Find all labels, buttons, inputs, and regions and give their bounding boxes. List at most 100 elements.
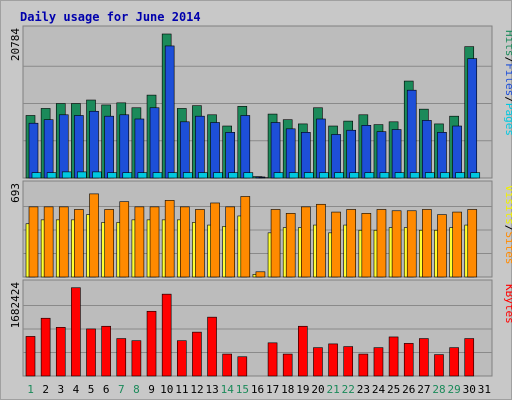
bar-files-day-24 (377, 132, 386, 178)
bar-sites-day-28 (437, 215, 446, 277)
x-tick-label: 31 (478, 383, 491, 396)
bar-kbytes-day-3 (56, 327, 65, 376)
x-tick-label: 7 (118, 383, 125, 396)
x-tick-label: 10 (160, 383, 173, 396)
x-tick-label: 5 (88, 383, 95, 396)
bar-files-day-10 (165, 46, 174, 178)
bar-pages-day-17 (274, 173, 283, 178)
legend-item-files: Files (503, 63, 512, 96)
bar-pages-day-8 (138, 173, 147, 178)
legend-separator: / (503, 57, 512, 64)
bar-pages-day-27 (425, 173, 434, 178)
legend-item-pages: Pages (503, 103, 512, 136)
bar-files-day-8 (135, 119, 144, 178)
legend-item-hits: Hits (503, 30, 512, 57)
bar-pages-day-30 (471, 173, 480, 178)
bar-files-day-13 (211, 123, 220, 178)
bar-kbytes-day-10 (162, 294, 171, 376)
bar-pages-day-4 (77, 172, 86, 178)
bar-sites-day-25 (392, 211, 401, 277)
legend-text: Visits/Sites (503, 185, 512, 265)
bar-files-day-25 (392, 130, 401, 178)
bar-kbytes-day-15 (238, 357, 247, 376)
bar-kbytes-day-27 (419, 339, 428, 376)
bar-sites-day-4 (74, 209, 83, 277)
legend-text: Hits/Files/Pages (503, 30, 512, 136)
bar-files-day-1 (29, 123, 38, 178)
bar-files-day-7 (120, 115, 129, 178)
x-tick-label: 30 (463, 383, 476, 396)
bar-sites-day-16 (256, 272, 265, 277)
bar-pages-day-15 (244, 173, 253, 178)
bar-sites-day-23 (362, 213, 371, 277)
bar-sites-day-1 (29, 207, 38, 277)
bar-files-day-30 (468, 59, 477, 178)
bar-sites-day-27 (422, 209, 431, 277)
bar-pages-day-21 (335, 173, 344, 178)
bar-kbytes-day-23 (359, 354, 368, 376)
bar-pages-day-14 (229, 173, 238, 178)
x-tick-label: 6 (103, 383, 110, 396)
bar-sites-day-10 (165, 200, 174, 277)
x-tick-label: 17 (266, 383, 279, 396)
y-max-label: 693 (9, 183, 22, 203)
bar-sites-day-21 (332, 212, 341, 277)
bar-sites-day-24 (377, 209, 386, 277)
bar-kbytes-day-19 (298, 326, 307, 376)
bar-pages-day-12 (198, 173, 207, 178)
bar-files-day-2 (44, 120, 53, 178)
bar-pages-day-3 (62, 172, 71, 178)
bar-pages-day-22 (350, 173, 359, 178)
x-tick-label: 22 (342, 383, 355, 396)
legend-text: KBytes (503, 284, 512, 324)
bar-files-day-11 (180, 122, 189, 178)
bar-pages-day-7 (123, 173, 132, 178)
bar-kbytes-day-7 (117, 339, 126, 376)
bar-kbytes-day-4 (71, 288, 80, 376)
bar-kbytes-day-13 (208, 317, 217, 376)
bar-sites-day-12 (195, 209, 204, 277)
bar-kbytes-day-18 (283, 354, 292, 376)
bar-sites-day-20 (316, 204, 325, 277)
bar-files-day-23 (362, 125, 371, 178)
bar-sites-day-18 (286, 213, 295, 277)
bar-kbytes-day-20 (313, 348, 322, 376)
bar-kbytes-day-24 (374, 348, 383, 376)
legend-separator: / (503, 96, 512, 103)
bar-kbytes-day-26 (404, 343, 413, 376)
bar-sites-day-7 (120, 202, 129, 277)
x-tick-label: 23 (357, 383, 370, 396)
legend-item-visits: Visits (503, 185, 512, 225)
y-max-label: 20784 (9, 28, 22, 61)
bar-pages-day-2 (47, 173, 56, 178)
bar-pages-day-18 (289, 173, 298, 178)
bar-pages-day-11 (183, 173, 192, 178)
bar-files-day-18 (286, 129, 295, 178)
bar-pages-day-24 (380, 173, 389, 178)
bar-kbytes-day-11 (177, 341, 186, 376)
legend-separator: / (503, 225, 512, 232)
x-tick-label: 27 (417, 383, 430, 396)
bar-sites-day-26 (407, 211, 416, 277)
bar-sites-day-29 (453, 212, 462, 277)
x-tick-label: 2 (42, 383, 49, 396)
bar-kbytes-day-30 (465, 339, 474, 376)
bar-files-day-27 (422, 120, 431, 178)
bar-pages-day-23 (365, 173, 374, 178)
x-tick-label: 3 (58, 383, 65, 396)
bar-kbytes-day-28 (434, 355, 443, 376)
bar-files-day-15 (241, 115, 250, 178)
bar-pages-day-26 (410, 173, 419, 178)
chart-title: Daily usage for June 2014 (20, 10, 201, 24)
bar-sites-day-8 (135, 207, 144, 277)
panel-legend: Visits/Sites (503, 185, 512, 265)
bar-files-day-17 (271, 123, 280, 178)
bar-pages-day-9 (153, 173, 162, 178)
bar-pages-day-19 (304, 173, 313, 178)
bar-sites-day-11 (180, 207, 189, 277)
bar-kbytes-day-5 (87, 329, 96, 376)
bar-pages-day-13 (214, 173, 223, 178)
bar-sites-day-19 (301, 207, 310, 277)
